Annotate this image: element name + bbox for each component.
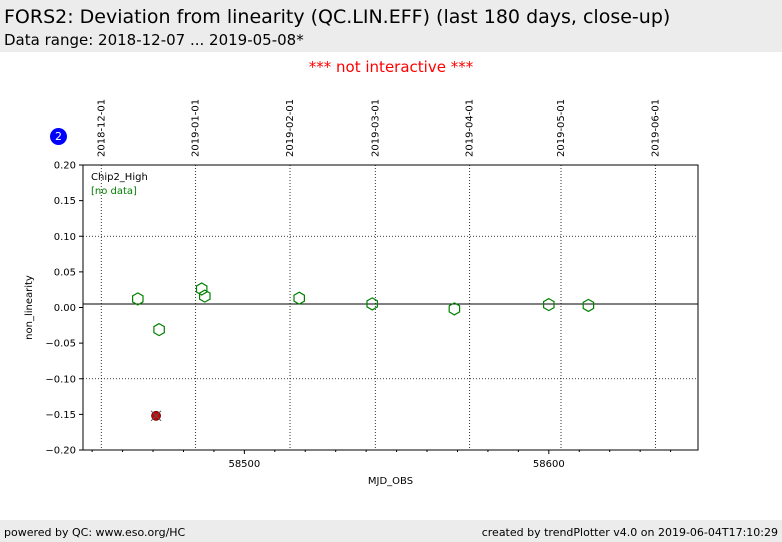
date-tick-label: 2019-03-01 (370, 99, 381, 157)
x-axis-label: MJD_OBS (368, 476, 413, 487)
outlier-point (150, 410, 162, 422)
data-point (195, 282, 208, 296)
y-tick-label: 0.20 (54, 161, 76, 172)
data-point (293, 291, 305, 305)
data-range-subtitle: Data range: 2018-12-07 ... 2019-05-08* (4, 31, 304, 49)
panel-note: [no data] (91, 186, 137, 197)
x-tick-label: 58500 (228, 459, 260, 470)
data-points (132, 282, 595, 422)
outlier-cross (150, 410, 162, 422)
not-interactive-notice: *** not interactive *** (308, 58, 474, 76)
header-bar: FORS2: Deviation from linearity (QC.LIN.… (0, 0, 782, 52)
y-tick-label: 0.10 (54, 232, 76, 243)
date-tick-label: 2019-05-01 (556, 99, 567, 157)
date-tick-label: 2019-02-01 (285, 99, 296, 157)
data-point (582, 298, 595, 313)
scatter-chart: 2018-12-01 2019-01-01 2019-02-01 2019-03-01… (24, 99, 699, 487)
date-tick-label: 2019-04-01 (465, 99, 476, 157)
footer-bar: powered by QC: www.eso.org/HC created by… (0, 520, 782, 542)
panel-label: Chip2_High (91, 172, 148, 183)
plot-number-badge: 2 (50, 128, 67, 145)
y-tick-label: −0.05 (45, 339, 76, 350)
footer-powered-by: powered by QC: www.eso.org/HC (4, 526, 186, 539)
data-point (199, 289, 211, 303)
grid-layer (83, 165, 698, 450)
data-point (448, 302, 461, 316)
data-point (542, 297, 555, 312)
page-title: FORS2: Deviation from linearity (QC.LIN.… (4, 6, 671, 28)
date-tick-label: 2019-06-01 (650, 99, 661, 157)
plot-frame (82, 164, 699, 451)
y-tick-label: −0.20 (45, 446, 76, 457)
y-tick-label: −0.15 (45, 410, 76, 421)
y-tick-label: 0.00 (54, 303, 76, 314)
y-tick-label: 0.15 (54, 196, 76, 207)
x-tick-label: 58600 (533, 459, 565, 470)
y-axis: −0.20 −0.15 −0.10 −0.05 0.00 0.05 0.10 0.15 0.20 (45, 161, 83, 457)
date-tick-label: 2018-12-01 (96, 99, 107, 157)
y-tick-label: 0.05 (54, 267, 76, 278)
x-axis: 58500 58600 (91, 450, 672, 470)
date-tick-label: 2019-01-01 (191, 99, 202, 157)
date-axis: 2018-12-01 2019-01-01 2019-02-01 2019-03-01… (96, 99, 661, 157)
data-point (153, 322, 165, 337)
data-point (132, 292, 144, 306)
y-axis-label: non_linearity (24, 275, 35, 340)
y-tick-label: −0.10 (45, 374, 76, 385)
footer-created-by: created by trendPlotter v4.0 on 2019-06-… (481, 526, 778, 539)
data-point (366, 297, 378, 311)
